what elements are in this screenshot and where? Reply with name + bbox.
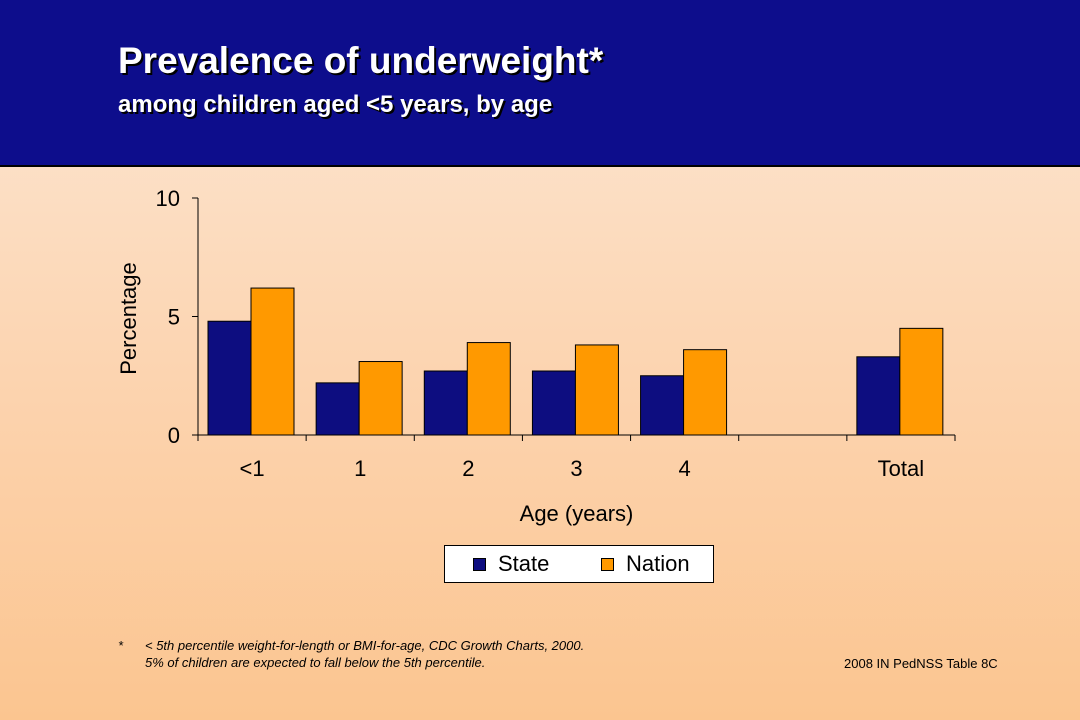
bar-nation-6 — [899, 327, 944, 436]
legend-label-nation: Nation — [626, 551, 690, 576]
legend-swatch-nation — [601, 557, 614, 571]
y-tick-label-0: 0 — [168, 423, 180, 448]
footnote-line-2: 5% of children are expected to fall belo… — [145, 655, 486, 670]
bar-nation-2 — [466, 342, 511, 436]
x-tick-label-0: <1 — [240, 456, 265, 481]
legend-swatch-state — [473, 557, 486, 571]
bar-state-4 — [640, 375, 685, 436]
y-axis-title: Percentage — [116, 262, 141, 375]
source-citation: 2008 IN PedNSS Table 8C — [844, 656, 998, 671]
bar-state-2 — [423, 370, 468, 436]
bar-state-6 — [856, 356, 901, 436]
bar-state-0 — [207, 320, 252, 436]
x-tick-label-6: Total — [878, 456, 924, 481]
chart-legend: State Nation — [444, 545, 714, 583]
x-axis-title: Age (years) — [520, 501, 634, 526]
bar-nation-0 — [250, 287, 295, 436]
x-tick-label-3: 3 — [570, 456, 582, 481]
bar-nation-1 — [358, 361, 403, 436]
legend-label-state: State — [498, 551, 550, 576]
footnote-line-1: < 5th percentile weight-for-length or BM… — [145, 638, 585, 653]
y-tick-label-1: 5 — [168, 305, 180, 330]
page-subtitle: among children aged <5 years, by age — [118, 91, 553, 118]
bar-state-1 — [315, 382, 360, 436]
bar-nation-4 — [683, 349, 728, 436]
footnote-marker: * — [118, 638, 124, 653]
bar-nation-3 — [574, 344, 619, 436]
x-tick-label-4: 4 — [679, 456, 691, 481]
legend-item-state: State — [473, 551, 550, 576]
y-tick-label-2: 10 — [156, 186, 180, 211]
title-banner: Prevalence of underweight* among childre… — [0, 0, 1080, 167]
legend-item-nation: Nation — [601, 551, 690, 576]
page-title: Prevalence of underweight* — [118, 40, 604, 81]
bar-state-3 — [531, 370, 576, 436]
x-tick-label-2: 2 — [462, 456, 474, 481]
x-tick-label-1: 1 — [354, 456, 366, 481]
